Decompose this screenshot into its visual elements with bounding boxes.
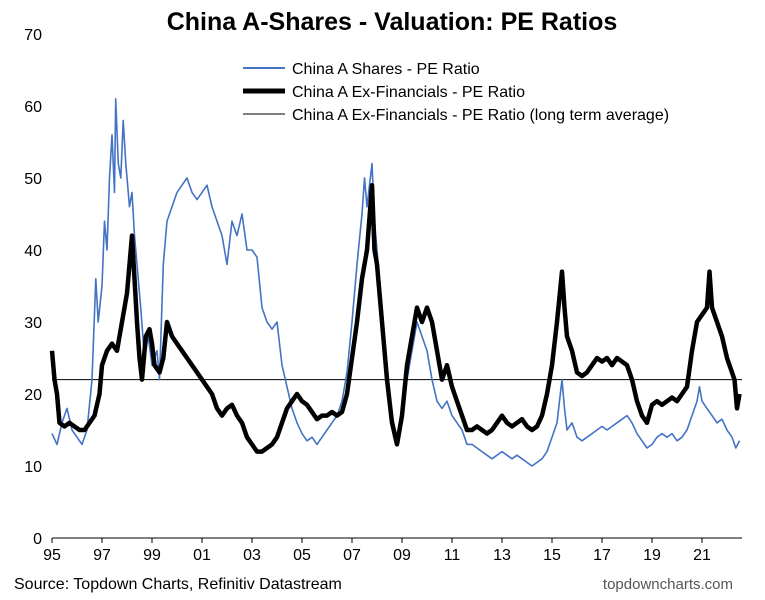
brand-watermark: topdowncharts.com bbox=[603, 576, 733, 593]
x-tick-label: 09 bbox=[393, 547, 411, 564]
y-tick-label: 40 bbox=[24, 243, 42, 260]
legend-label-exfin: China A Ex-Financials - PE Ratio bbox=[292, 84, 525, 101]
source-note: Source: Topdown Charts, Refinitiv Datast… bbox=[14, 576, 342, 593]
x-tick-label: 97 bbox=[93, 547, 111, 564]
series-line-exfin bbox=[49, 182, 742, 454]
plot-area bbox=[49, 98, 742, 467]
y-tick-label: 20 bbox=[24, 387, 42, 404]
x-tick-label: 07 bbox=[343, 547, 361, 564]
x-tick-label: 11 bbox=[444, 547, 461, 564]
y-tick-label: 50 bbox=[24, 171, 42, 188]
x-axis: 95 97 99 01 03 05 07 09 11 13 15 17 19 21 bbox=[43, 538, 711, 564]
x-tick-label: 05 bbox=[293, 547, 311, 564]
y-tick-label: 10 bbox=[24, 459, 42, 476]
x-tick-label: 95 bbox=[43, 547, 61, 564]
y-tick-label: 60 bbox=[24, 99, 42, 116]
x-tick-label: 03 bbox=[243, 547, 261, 564]
x-tick-label: 13 bbox=[493, 547, 511, 564]
x-tick-label: 17 bbox=[593, 547, 611, 564]
y-axis: 0 10 20 30 40 50 60 70 bbox=[24, 27, 42, 548]
y-tick-label: 0 bbox=[33, 531, 42, 548]
series-line-pe bbox=[51, 98, 741, 467]
legend: China A Shares - PE Ratio China A Ex-Fin… bbox=[243, 61, 669, 124]
x-tick-label: 19 bbox=[643, 547, 661, 564]
x-tick-label: 15 bbox=[543, 547, 561, 564]
legend-label-average: China A Ex-Financials - PE Ratio (long t… bbox=[292, 107, 669, 124]
legend-label-pe: China A Shares - PE Ratio bbox=[292, 61, 480, 78]
chart-title: China A-Shares - Valuation: PE Ratios bbox=[167, 8, 618, 36]
y-tick-label: 30 bbox=[24, 315, 42, 332]
x-tick-label: 21 bbox=[693, 547, 711, 564]
x-tick-label: 99 bbox=[143, 547, 161, 564]
y-tick-label: 70 bbox=[24, 27, 42, 44]
x-tick-label: 01 bbox=[193, 547, 211, 564]
